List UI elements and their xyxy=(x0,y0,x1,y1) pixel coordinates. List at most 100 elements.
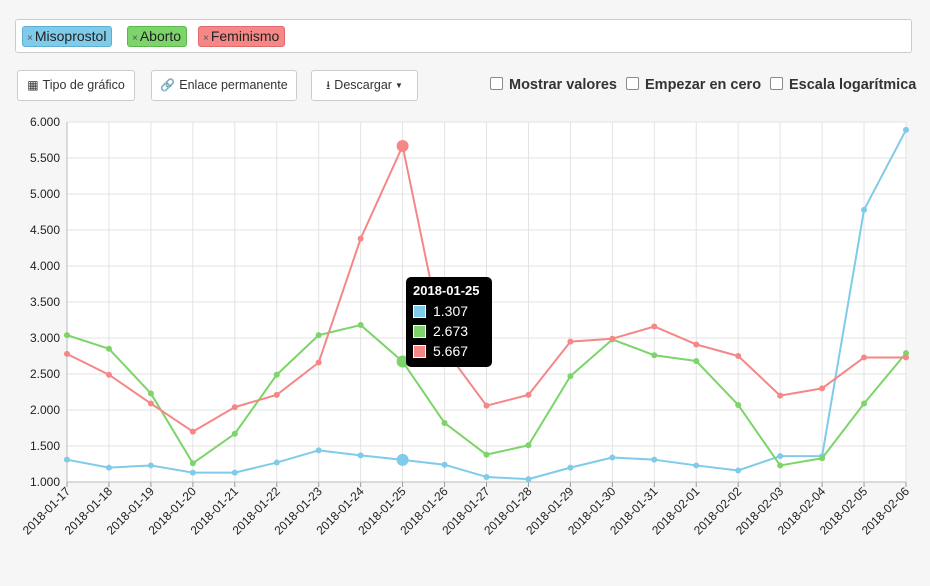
data-point-feminismo xyxy=(693,341,700,348)
data-point-misoprostol xyxy=(441,461,448,468)
download-label: Descargar xyxy=(334,78,392,92)
tooltip-row-aborto: 2.673 xyxy=(413,321,492,341)
y-tick-label: 5.000 xyxy=(30,187,60,201)
data-point-misoprostol xyxy=(861,206,868,213)
y-tick-label: 2.500 xyxy=(30,367,60,381)
data-point-feminismo xyxy=(483,402,490,409)
data-point-misoprostol xyxy=(396,453,409,466)
tag-feminismo[interactable]: × Feminismo xyxy=(198,26,286,47)
tag-label: Feminismo xyxy=(210,28,280,44)
caret-down-icon: ▼ xyxy=(394,81,403,90)
permalink-label: Enlace permanente xyxy=(179,78,288,92)
data-point-misoprostol xyxy=(357,452,364,459)
checkbox-box[interactable] xyxy=(626,77,639,90)
tag-aborto[interactable]: × Aborto xyxy=(127,26,188,47)
tooltip-date: 2018-01-25 xyxy=(413,283,480,298)
log-scale-label: Escala logarítmica xyxy=(789,77,917,93)
data-point-aborto xyxy=(693,358,700,365)
data-point-feminismo xyxy=(64,350,70,357)
data-point-misoprostol xyxy=(693,462,700,469)
data-point-feminismo xyxy=(819,385,826,392)
data-point-aborto xyxy=(903,350,909,357)
remove-tag-icon[interactable]: × xyxy=(132,33,138,44)
data-point-feminismo xyxy=(903,354,909,361)
checkbox-box[interactable] xyxy=(770,77,783,90)
data-point-feminismo xyxy=(651,323,658,330)
y-tick-label: 3.500 xyxy=(30,295,60,309)
data-point-feminismo xyxy=(105,371,112,378)
tooltip-value: 2.673 xyxy=(433,323,469,339)
data-point-misoprostol xyxy=(64,456,70,463)
checkbox-box[interactable] xyxy=(490,77,503,90)
data-point-aborto xyxy=(105,345,112,352)
data-point-aborto xyxy=(861,400,868,407)
tooltip-value: 5.667 xyxy=(433,343,469,359)
data-point-misoprostol xyxy=(231,469,238,476)
search-tags-box[interactable]: × Misoprostol × Aborto × Feminismo xyxy=(15,19,912,53)
data-point-aborto xyxy=(483,451,490,458)
data-point-misoprostol xyxy=(777,453,784,460)
data-point-aborto xyxy=(147,390,154,397)
tag-misoprostol[interactable]: × Misoprostol xyxy=(22,26,113,47)
data-point-aborto xyxy=(525,442,532,449)
data-point-misoprostol xyxy=(105,464,112,471)
data-point-aborto xyxy=(189,460,196,467)
data-point-aborto xyxy=(357,322,364,329)
link-icon: 🔗 xyxy=(160,78,176,92)
swatch-misoprostol xyxy=(413,305,426,318)
swatch-feminismo xyxy=(413,345,426,358)
chart-type-button[interactable]: ▦ Tipo de gráfico xyxy=(17,70,135,101)
data-point-feminismo xyxy=(147,400,154,407)
data-point-feminismo xyxy=(567,338,574,345)
data-point-misoprostol xyxy=(651,456,658,463)
data-point-feminismo xyxy=(189,428,196,435)
data-point-aborto xyxy=(735,401,742,408)
grid-icon: ▦ xyxy=(27,78,39,92)
data-point-feminismo xyxy=(273,391,280,398)
y-tick-label: 3.000 xyxy=(30,331,60,345)
data-point-aborto xyxy=(231,430,238,437)
start-zero-label: Empezar en cero xyxy=(645,77,762,93)
show-values-label: Mostrar valores xyxy=(509,77,617,93)
data-point-misoprostol xyxy=(483,473,490,480)
data-point-misoprostol xyxy=(609,454,616,461)
y-tick-label: 4.000 xyxy=(30,259,60,273)
tag-label: Aborto xyxy=(139,28,182,44)
swatch-aborto xyxy=(413,325,426,338)
y-tick-label: 4.500 xyxy=(30,223,60,237)
download-button[interactable]: ⭳ Descargar ▼ xyxy=(311,70,418,101)
data-point-feminismo xyxy=(396,139,409,152)
tooltip-row-feminismo: 5.667 xyxy=(413,341,492,361)
data-point-misoprostol xyxy=(273,459,280,466)
data-point-feminismo xyxy=(735,353,742,359)
data-point-feminismo xyxy=(861,354,868,361)
start-zero-checkbox[interactable]: Empezar en cero xyxy=(626,77,761,93)
data-point-misoprostol xyxy=(567,464,574,471)
data-point-aborto xyxy=(777,462,784,469)
remove-tag-icon[interactable]: × xyxy=(27,33,33,44)
data-point-misoprostol xyxy=(525,476,532,483)
chart-tooltip: 2018-01-25 1.307 2.673 5.667 xyxy=(406,277,492,367)
y-tick-label: 1.000 xyxy=(30,475,60,489)
permalink-button[interactable]: 🔗 Enlace permanente xyxy=(151,70,297,101)
data-point-misoprostol xyxy=(315,447,322,454)
chart-type-label: Tipo de gráfico xyxy=(42,78,125,92)
show-values-checkbox[interactable]: Mostrar valores xyxy=(490,77,617,93)
data-point-aborto xyxy=(651,352,658,359)
tooltip-row-misoprostol: 1.307 xyxy=(413,301,492,321)
y-tick-label: 2.000 xyxy=(30,403,60,417)
y-tick-label: 5.500 xyxy=(30,151,60,165)
data-point-aborto xyxy=(396,355,409,368)
data-point-feminismo xyxy=(609,335,616,342)
data-point-aborto xyxy=(315,332,322,339)
data-point-aborto xyxy=(273,371,280,378)
data-point-feminismo xyxy=(231,404,238,411)
data-point-aborto xyxy=(441,419,448,426)
data-point-misoprostol xyxy=(189,469,196,476)
tooltip-value: 1.307 xyxy=(433,303,469,319)
data-point-misoprostol xyxy=(903,126,909,133)
log-scale-checkbox[interactable]: Escala logarítmica xyxy=(770,77,916,93)
data-point-misoprostol xyxy=(147,462,154,469)
data-point-feminismo xyxy=(357,235,364,242)
remove-tag-icon[interactable]: × xyxy=(203,33,209,44)
